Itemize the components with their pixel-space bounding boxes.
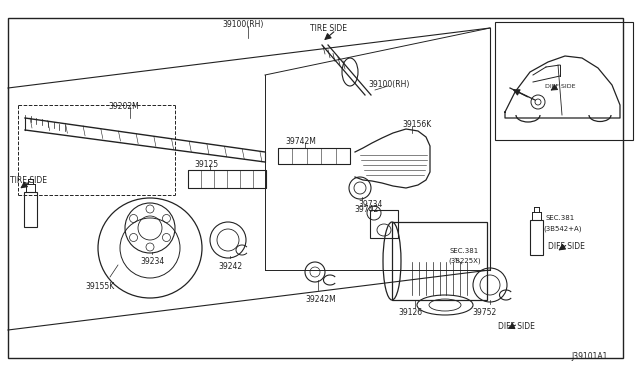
Text: 39242M: 39242M <box>305 295 336 304</box>
Text: 39126: 39126 <box>398 308 422 317</box>
Text: DIFF SIDE: DIFF SIDE <box>548 242 585 251</box>
Bar <box>392 222 487 300</box>
Text: J39101A1: J39101A1 <box>572 352 608 361</box>
Text: 39156K: 39156K <box>402 120 431 129</box>
Text: 39234: 39234 <box>140 257 164 266</box>
Text: 39752: 39752 <box>472 308 496 317</box>
Text: 39100(RH): 39100(RH) <box>222 20 264 29</box>
Bar <box>278 148 350 164</box>
Text: 39125: 39125 <box>194 160 218 169</box>
Text: 39100(RH): 39100(RH) <box>368 80 410 89</box>
Text: DIFF SIDE: DIFF SIDE <box>498 322 535 331</box>
Text: DIFF SIDE: DIFF SIDE <box>545 84 575 89</box>
Bar <box>188 170 266 188</box>
Text: SEC.381: SEC.381 <box>450 248 479 254</box>
Bar <box>370 210 398 238</box>
Text: 39242: 39242 <box>218 262 242 271</box>
Text: TIRE SIDE: TIRE SIDE <box>10 176 47 185</box>
Bar <box>24 192 37 227</box>
Text: (3B225X): (3B225X) <box>448 258 481 264</box>
Text: 39742M: 39742M <box>285 137 316 146</box>
Text: 39202M: 39202M <box>108 102 139 111</box>
Text: 39742: 39742 <box>354 205 378 214</box>
Text: (3B542+A): (3B542+A) <box>543 225 582 231</box>
Bar <box>495 22 633 140</box>
Text: 39155K: 39155K <box>85 282 115 291</box>
Text: SEC.381: SEC.381 <box>545 215 574 221</box>
Bar <box>530 220 543 255</box>
Text: TIRE SIDE: TIRE SIDE <box>310 24 347 33</box>
Text: 39734: 39734 <box>358 200 382 209</box>
